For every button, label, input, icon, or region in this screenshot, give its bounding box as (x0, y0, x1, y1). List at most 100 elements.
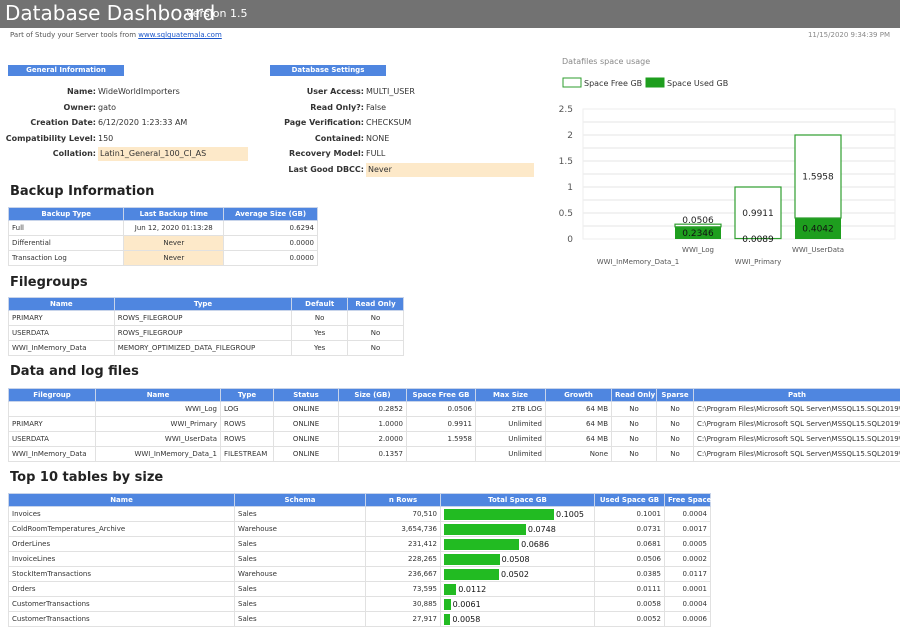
table-cell: 0.0000 (223, 235, 318, 251)
filegroups-section-title: Filegroups (10, 275, 88, 290)
filegroups-col-header[interactable]: Read Only (347, 297, 404, 311)
table-cell: ROWS (220, 416, 274, 432)
files-col-header[interactable]: Growth (545, 388, 612, 402)
table-name-cell: StockItemTransactions (8, 566, 235, 582)
table-row: StockItemTransactions Warehouse 236,667 0.0… (8, 566, 711, 582)
total-space-value: 0.0502 (500, 569, 529, 579)
backup-header-row: Backup Type Last Backup time Average Size … (7, 207, 318, 221)
datafiles-space-chart: 0 0.5 1 1.5 2 2.5 Space Free GB Space Used GB WW… (559, 77, 896, 266)
y-tick-label: 0 (567, 235, 573, 245)
table-name-cell: Orders (8, 581, 235, 597)
table-cell: No (291, 310, 349, 326)
version-label: Version 1.5 (186, 7, 248, 20)
site-link[interactable]: www.sqlguatemala.com (138, 31, 222, 39)
backup-col-header[interactable]: Average Size (GB) (223, 207, 318, 221)
bar-free (794, 134, 842, 219)
files-col-header[interactable]: Type (220, 388, 274, 402)
general-value-2: 6/12/2020 1:23:33 AM (98, 118, 188, 127)
free-space-cell: 0.0006 (664, 611, 711, 627)
files-col-header[interactable]: Space Free GB (406, 388, 476, 402)
database-settings-heading: Database Settings (270, 65, 386, 76)
rows-cell: 70,510 (365, 506, 441, 522)
files-col-header[interactable]: Read Only (611, 388, 657, 402)
dashboard-header: Database Dashboard Version 1.5 (0, 0, 900, 28)
backup-col-header[interactable]: Last Backup time (123, 207, 225, 221)
table-cell: ONLINE (273, 431, 339, 447)
schema-cell: Sales (234, 536, 366, 552)
free-space-cell: 0.0017 (664, 521, 711, 537)
total-space-bar (444, 598, 451, 610)
table-cell: ROWS (220, 431, 274, 447)
legend-label: Space Free GB (584, 79, 642, 88)
filegroups-header-row: Name Type Default Read Only (8, 297, 404, 311)
tables-col-header[interactable]: Schema (234, 493, 366, 507)
total-space-value: 0.0058 (452, 614, 481, 624)
table-cell: 64 MB (545, 401, 612, 417)
schema-cell: Warehouse (234, 566, 366, 582)
total-space-cell: 0.0686 (440, 536, 595, 552)
total-space-cell: 0.0058 (440, 611, 595, 627)
schema-cell: Sales (234, 596, 366, 612)
table-cell: Unlimited (475, 416, 546, 432)
filegroups-col-header[interactable]: Default (291, 297, 349, 311)
tables-col-header[interactable]: Free Space GB (664, 493, 725, 507)
table-cell: C:\Program Files\Microsoft SQL Server\MS… (693, 416, 900, 432)
total-space-value: 0.0061 (452, 599, 481, 609)
table-row: WWI_InMemory_Data MEMORY_OPTIMIZED_DATA_F… (8, 340, 404, 356)
table-cell: Differential (7, 235, 125, 251)
free-space-cell: 0.0002 (664, 551, 711, 567)
free-space-cell: 0.0004 (664, 506, 711, 522)
table-cell: Transaction Log (7, 250, 125, 266)
tables-col-header[interactable]: Name (8, 493, 235, 507)
total-space-cell: 0.0061 (440, 596, 595, 612)
filegroups-col-header[interactable]: Name (8, 297, 115, 311)
general-info-heading: General Information (8, 65, 124, 76)
table-cell: C:\Program Files\Microsoft SQL Server\MS… (693, 446, 900, 462)
rows-cell: 30,885 (365, 596, 441, 612)
tables-col-header[interactable]: Used Space GB (594, 493, 665, 507)
table-cell: No (611, 431, 657, 447)
report-timestamp: 11/15/2020 9:34:39 PM (807, 31, 890, 39)
files-col-header[interactable]: Path (693, 388, 900, 402)
table-cell: Unlimited (475, 431, 546, 447)
table-name-cell: CustomerTransactions (8, 596, 235, 612)
table-name-cell: CustomerTransactions (8, 611, 235, 627)
settings-label-3: Contained: (314, 133, 364, 143)
general-value-1: gato (98, 102, 117, 112)
files-col-header[interactable]: Name (95, 388, 221, 402)
total-space-cell: 0.0112 (440, 581, 595, 597)
total-space-bar (444, 538, 520, 550)
files-col-header[interactable]: Max Size (475, 388, 546, 402)
general-label-1: Owner: (63, 102, 96, 112)
y-tick-label: 0.5 (559, 209, 573, 219)
table-cell: ROWS_FILEGROUP (113, 325, 293, 341)
files-col-header[interactable]: Sparse (656, 388, 694, 402)
files-table: Filegroup Name Type Status Size (GB) Space Fr… (8, 388, 900, 462)
filegroups-col-header[interactable]: Type (113, 297, 293, 311)
table-cell: No (347, 340, 404, 356)
files-col-header[interactable]: Size (GB) (338, 388, 407, 402)
table-cell: No (347, 310, 404, 326)
files-col-header[interactable]: Status (273, 388, 339, 402)
free-space-cell: 0.0004 (664, 596, 711, 612)
backup-col-header[interactable]: Backup Type (7, 207, 125, 221)
bar-used (675, 226, 721, 239)
bar-used (795, 217, 841, 239)
bar-used-label: 0.4042 (802, 224, 834, 234)
tables-col-header[interactable]: n Rows (365, 493, 441, 507)
table-cell: C:\Program Files\Microsoft SQL Server\MS… (693, 401, 900, 417)
files-col-header[interactable]: Filegroup (8, 388, 96, 402)
y-tick-label: 2.5 (559, 105, 573, 115)
total-space-bar (444, 523, 526, 535)
table-row: WWI_InMemory_Data WWI_InMemory_Data_1 FILE… (8, 446, 900, 462)
table-row: WWI_Log LOG ONLINE 0.2852 0.0506 2TB LOG 64 MB… (8, 401, 900, 417)
settings-value-2: CHECKSUM (366, 118, 412, 127)
table-cell (406, 446, 476, 462)
bar-free-label: 0.0506 (682, 216, 714, 226)
page-title: Database Dashboard (5, 1, 216, 25)
table-row: USERDATA WWI_UserData ROWS ONLINE 2.0000 1.59… (8, 431, 900, 447)
tables-col-header[interactable]: Total Space GB (440, 493, 595, 507)
table-name-cell: ColdRoomTemperatures_Archive (8, 521, 235, 537)
x-category-label: WWI_UserData (792, 246, 844, 254)
total-space-bar (444, 613, 451, 625)
